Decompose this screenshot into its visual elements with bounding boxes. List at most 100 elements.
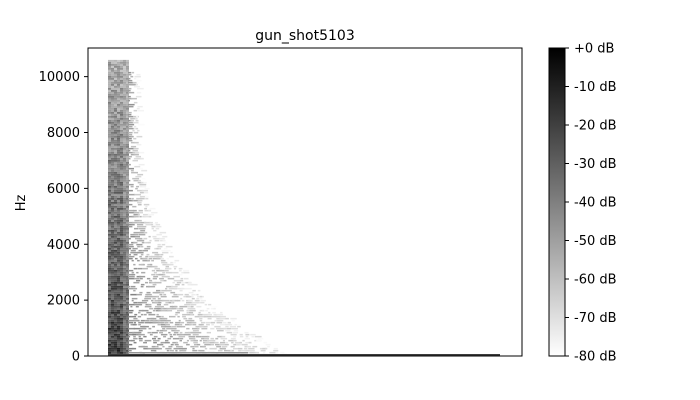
spectrogram-cell [123, 199, 126, 202]
spectrogram-cell [139, 239, 145, 242]
spectrogram-cell [207, 313, 212, 316]
spectrogram-cell [165, 271, 172, 274]
spectrogram-cell [131, 171, 138, 174]
spectrogram-cell [123, 167, 126, 170]
spectrogram-cell [179, 307, 184, 310]
spectrogram-cell [185, 287, 192, 290]
spectrogram-cell [160, 259, 166, 262]
spectrogram-cell [137, 213, 140, 216]
spectrogram-cell [126, 111, 129, 114]
spectrogram-cell [111, 207, 114, 210]
spectrogram-cell [117, 335, 120, 338]
spectrogram-cell [182, 305, 188, 308]
spectrogram-cell [123, 317, 126, 320]
spectrogram-cell [111, 125, 114, 128]
spectrogram-cell [120, 245, 123, 248]
spectrogram-cell [179, 339, 182, 342]
spectrogram-cell [194, 331, 202, 334]
spectrogram-cell [108, 131, 111, 134]
spectrogram-cell [117, 287, 120, 290]
spectrogram-cell [123, 65, 126, 68]
spectrogram-cell [145, 303, 149, 306]
spectrogram-cell [147, 295, 153, 298]
spectrogram-cell [178, 267, 183, 270]
spectrogram-cell [108, 253, 111, 256]
spectrogram-cell [142, 225, 147, 228]
spectrogram-cell [126, 225, 129, 228]
spectrogram-cell [111, 193, 114, 196]
spectrogram-cell [186, 309, 189, 312]
spectrogram-cell [225, 341, 228, 344]
spectrogram-cell [114, 69, 117, 72]
spectrogram-cell [262, 347, 267, 350]
spectrogram-cell [117, 207, 120, 210]
spectrogram-cell [176, 333, 182, 336]
spectrogram-cell [120, 209, 123, 212]
spectrogram-cell [143, 347, 149, 350]
spectrogram-cell [130, 141, 135, 144]
spectrogram-cell [126, 321, 129, 324]
spectrogram-cell [137, 223, 144, 226]
spectrogram-cell [120, 271, 123, 274]
spectrogram-cell [141, 241, 145, 244]
spectrogram-cell [202, 309, 205, 312]
spectrogram-cell [108, 265, 111, 268]
spectrogram-cell [227, 321, 231, 324]
spectrogram-cell [151, 269, 156, 272]
spectrogram-cell [114, 199, 117, 202]
spectrogram-cell [123, 267, 126, 270]
spectrogram-cell [108, 315, 111, 318]
spectrogram-cell [117, 163, 120, 166]
spectrogram-cell [108, 263, 111, 266]
spectrogram-cell [120, 261, 123, 264]
spectrogram-cell [220, 323, 226, 326]
spectrogram-cell [114, 73, 117, 76]
spectrogram-cell [108, 225, 111, 228]
spectrogram-cell [126, 295, 129, 298]
spectrogram-cell [205, 321, 213, 324]
spectrogram-cell [166, 307, 170, 310]
spectrogram-cell [179, 331, 183, 334]
spectrogram-cell [123, 211, 126, 214]
spectrogram-cell [108, 317, 111, 320]
spectrogram-cell [111, 263, 114, 266]
spectrogram-cell [136, 157, 143, 160]
spectrogram-cell [209, 341, 215, 344]
spectrogram-cell [130, 251, 134, 254]
spectrogram-cell [189, 309, 196, 312]
spectrogram-cell [149, 221, 153, 224]
spectrogram-cell [161, 275, 169, 278]
spectrogram-cell [111, 97, 114, 100]
spectrogram-cell [172, 337, 180, 340]
spectrogram-cell [203, 315, 207, 318]
spectrogram-cell [157, 297, 161, 300]
spectrogram-cell [126, 97, 129, 100]
spectrogram-cell [157, 337, 161, 340]
spectrogram-cell [111, 219, 114, 222]
spectrogram-cell [216, 321, 223, 324]
spectrogram-cell [163, 247, 168, 250]
spectrogram-cell [128, 211, 135, 214]
spectrogram-cell [120, 137, 123, 140]
spectrogram-cell [126, 93, 129, 96]
spectrogram-cell [148, 235, 151, 238]
spectrogram-cell [173, 275, 180, 278]
spectrogram-cell [162, 251, 169, 254]
spectrogram-cell [126, 165, 129, 168]
spectrogram-cell [117, 77, 120, 80]
spectrogram-cell [114, 227, 117, 230]
spectrogram-cell [108, 287, 111, 290]
spectrogram-cell [242, 339, 245, 342]
spectrogram-cell [145, 241, 150, 244]
spectrogram-cell [182, 315, 186, 318]
spectrogram-cell [117, 83, 120, 86]
spectrogram-cell [148, 215, 152, 218]
spectrogram-cell [173, 265, 178, 268]
spectrogram-cell [145, 223, 153, 226]
spectrogram-cell [200, 345, 205, 348]
spectrogram-cell [114, 327, 117, 330]
spectrogram-cell [114, 239, 117, 242]
spectrogram-cell [108, 259, 111, 262]
spectrogram-cell [191, 301, 199, 304]
spectrogram-cell [165, 267, 172, 270]
